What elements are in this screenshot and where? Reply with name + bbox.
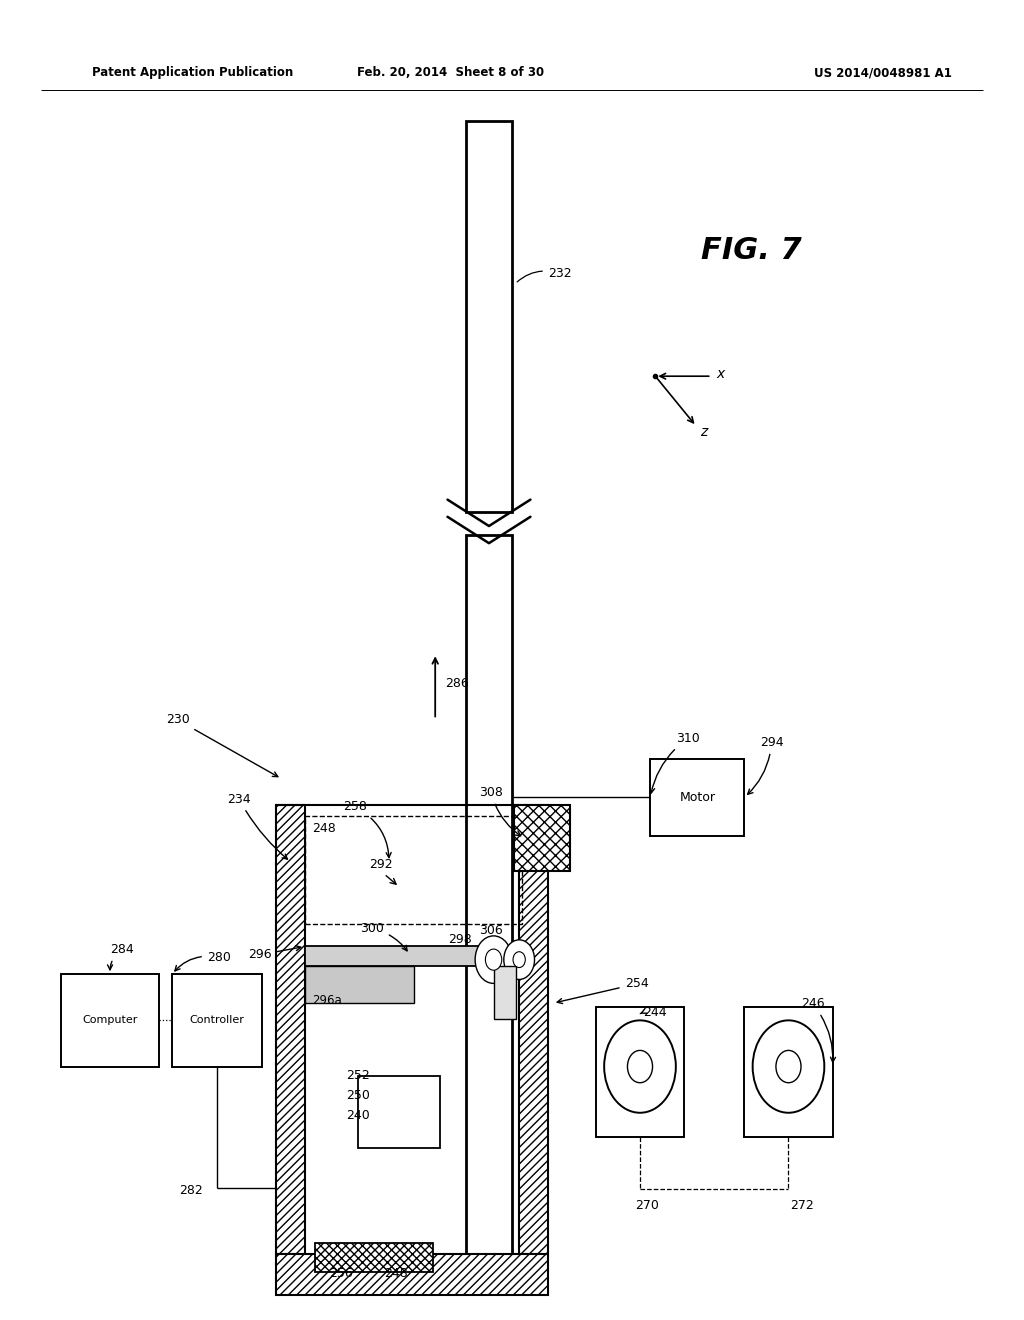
Circle shape bbox=[776, 1051, 801, 1082]
Bar bbox=[466, 121, 512, 512]
Text: x: x bbox=[717, 367, 725, 380]
Text: 248: 248 bbox=[384, 1267, 408, 1280]
Circle shape bbox=[753, 1020, 824, 1113]
Circle shape bbox=[628, 1051, 652, 1082]
Bar bbox=[514, 805, 570, 871]
Text: 296: 296 bbox=[248, 945, 301, 961]
Text: 286: 286 bbox=[445, 677, 469, 690]
Text: 246: 246 bbox=[801, 997, 836, 1063]
Text: Patent Application Publication: Patent Application Publication bbox=[92, 66, 294, 79]
Bar bbox=[315, 1243, 433, 1272]
Bar bbox=[466, 535, 512, 1267]
Text: z: z bbox=[700, 425, 708, 438]
Text: 292: 292 bbox=[369, 858, 392, 871]
Text: 306: 306 bbox=[479, 924, 503, 937]
Text: 272: 272 bbox=[791, 1199, 814, 1212]
Bar bbox=[305, 966, 415, 1003]
Text: 308: 308 bbox=[479, 785, 520, 836]
Text: Motor: Motor bbox=[679, 791, 716, 804]
Text: Feb. 20, 2014  Sheet 8 of 30: Feb. 20, 2014 Sheet 8 of 30 bbox=[357, 66, 544, 79]
Bar bbox=[650, 759, 744, 836]
Bar bbox=[305, 816, 522, 924]
Text: 252: 252 bbox=[346, 1069, 370, 1082]
Bar bbox=[315, 1243, 433, 1272]
Text: 310: 310 bbox=[649, 731, 699, 793]
Bar bbox=[519, 805, 548, 1254]
Text: 256: 256 bbox=[330, 1267, 353, 1280]
Text: 298: 298 bbox=[449, 933, 472, 946]
Text: 284: 284 bbox=[108, 942, 134, 970]
Text: 282: 282 bbox=[179, 1184, 203, 1197]
Text: US 2014/0048981 A1: US 2014/0048981 A1 bbox=[814, 66, 952, 79]
Bar bbox=[519, 805, 548, 1254]
Circle shape bbox=[475, 936, 512, 983]
Circle shape bbox=[485, 949, 502, 970]
Text: 232: 232 bbox=[517, 267, 571, 282]
Text: 270: 270 bbox=[635, 1199, 658, 1212]
Text: 240: 240 bbox=[346, 1109, 370, 1122]
Bar bbox=[172, 974, 262, 1067]
Circle shape bbox=[513, 952, 525, 968]
Bar bbox=[744, 1007, 833, 1137]
Bar bbox=[276, 805, 305, 1254]
Text: 248: 248 bbox=[312, 822, 336, 836]
Text: 250: 250 bbox=[346, 1089, 370, 1102]
Text: FIG. 7: FIG. 7 bbox=[701, 236, 802, 265]
Bar bbox=[358, 1076, 440, 1148]
Bar bbox=[596, 1007, 684, 1137]
Text: Controller: Controller bbox=[189, 1015, 245, 1026]
Text: 258: 258 bbox=[343, 800, 391, 858]
Text: Computer: Computer bbox=[82, 1015, 138, 1026]
Text: 234: 234 bbox=[227, 792, 288, 859]
Bar bbox=[494, 966, 516, 1019]
Bar bbox=[305, 946, 504, 966]
Bar bbox=[61, 974, 159, 1067]
Text: 300: 300 bbox=[360, 921, 408, 950]
Bar bbox=[276, 1254, 548, 1295]
Text: 294: 294 bbox=[748, 735, 783, 795]
Circle shape bbox=[504, 940, 535, 979]
Bar bbox=[514, 805, 570, 871]
Bar bbox=[276, 1254, 548, 1295]
Text: 280: 280 bbox=[175, 950, 230, 972]
Bar bbox=[276, 805, 305, 1254]
Text: 230: 230 bbox=[166, 713, 278, 776]
Text: 296a: 296a bbox=[312, 994, 342, 1007]
Text: 244: 244 bbox=[640, 1006, 667, 1019]
Text: 254: 254 bbox=[557, 977, 648, 1003]
Circle shape bbox=[604, 1020, 676, 1113]
